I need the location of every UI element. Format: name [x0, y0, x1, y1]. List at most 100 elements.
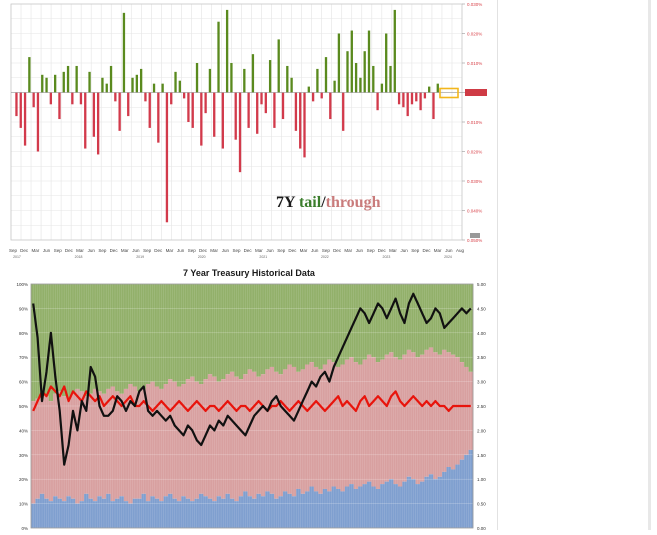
- area-segment-blue: [207, 498, 213, 528]
- area-segment-blue: [198, 493, 204, 528]
- bar: [299, 92, 302, 149]
- area-segment-blue: [419, 481, 425, 528]
- bar: [96, 92, 100, 155]
- area-segment-blue: [123, 501, 129, 528]
- area-segment-blue: [278, 496, 284, 528]
- year-label: 2018: [75, 255, 83, 259]
- bar: [144, 92, 147, 102]
- area-segment-blue: [362, 484, 368, 528]
- bar: [337, 33, 341, 93]
- area-segment-blue: [31, 503, 36, 528]
- area-segment-blue: [203, 496, 209, 528]
- bar: [376, 92, 379, 111]
- area-segment-blue: [221, 498, 226, 528]
- y-tick-label: 0.030%: [467, 179, 482, 184]
- area-segment-pink: [238, 379, 244, 497]
- area-segment-green: [128, 284, 133, 385]
- area-segment-green: [190, 284, 195, 377]
- area-segment-green: [331, 284, 337, 363]
- right-tick-label: 3.50: [477, 355, 486, 360]
- area-segment-blue: [137, 498, 142, 528]
- x-tick-label: Sep: [411, 248, 420, 253]
- area-segment-green: [384, 284, 390, 355]
- area-segment-green: [163, 284, 169, 385]
- year-label: 2017: [13, 255, 21, 259]
- area-segment-blue: [141, 493, 147, 528]
- area-segment-pink: [212, 376, 217, 502]
- bar: [419, 92, 422, 111]
- area-segment-blue: [75, 503, 80, 528]
- bar: [389, 65, 392, 93]
- area-segment-pink: [221, 379, 226, 499]
- area-segment-green: [344, 284, 350, 360]
- area-segment-blue: [349, 484, 354, 528]
- bar: [182, 92, 186, 99]
- right-tick-label: 4.50: [477, 306, 486, 311]
- area-segment-pink: [278, 374, 284, 497]
- y-tick-label: 0.030%: [467, 2, 482, 7]
- area-segment-pink: [397, 359, 403, 487]
- x-tick-label: Jun: [445, 248, 453, 253]
- area-segment-green: [291, 284, 297, 367]
- area-segment-pink: [31, 401, 36, 504]
- area-segment-pink: [335, 366, 341, 489]
- bar: [114, 92, 117, 102]
- area-segment-pink: [207, 374, 213, 499]
- bar: [23, 92, 27, 146]
- area-segment-pink: [256, 376, 262, 494]
- x-tick-label: Mar: [434, 248, 442, 253]
- area-segment-green: [198, 284, 204, 385]
- bar: [303, 92, 306, 158]
- bar: [135, 74, 138, 93]
- area-segment-pink: [300, 369, 306, 494]
- area-segment-green: [296, 284, 301, 372]
- area-segment-pink: [137, 391, 142, 499]
- scrollbar[interactable]: [648, 0, 651, 530]
- area-segment-pink: [450, 354, 456, 470]
- bar: [372, 65, 375, 93]
- area-segment-green: [247, 284, 253, 370]
- area-segment-pink: [468, 371, 474, 450]
- bar: [152, 83, 156, 93]
- area-segment-blue: [106, 493, 111, 528]
- left-tick-label: 100%: [16, 282, 28, 287]
- area-segment-green: [411, 284, 416, 353]
- area-segment-green: [433, 284, 438, 353]
- area-segment-green: [459, 284, 465, 363]
- bar: [385, 33, 388, 93]
- area-segment-pink: [327, 359, 332, 492]
- area-segment-green: [309, 284, 315, 363]
- area-segment-green: [176, 284, 182, 387]
- bar: [88, 71, 91, 93]
- y-tick-label: 0.010%: [467, 61, 482, 66]
- area-segment-green: [455, 284, 461, 358]
- area-segment-blue: [168, 493, 173, 528]
- area-segment-blue: [79, 501, 85, 528]
- area-segment-blue: [313, 491, 319, 528]
- bar: [109, 65, 113, 93]
- area-segment-pink: [433, 352, 438, 480]
- area-segment-blue: [243, 491, 248, 528]
- area-segment-blue: [437, 476, 443, 528]
- area-segment-green: [243, 284, 248, 375]
- area-segment-green: [114, 284, 120, 392]
- area-segment-blue: [287, 493, 293, 528]
- chart-title: 7 Year Treasury Historical Data: [183, 268, 316, 278]
- legend-swatch: [470, 233, 480, 238]
- bar: [101, 77, 104, 93]
- area-segment-pink: [459, 362, 465, 460]
- area-segment-pink: [384, 354, 390, 482]
- area-segment-blue: [185, 498, 191, 528]
- area-segment-green: [57, 284, 63, 392]
- area-segment-green: [145, 284, 151, 385]
- bar: [402, 92, 405, 108]
- area-segment-blue: [39, 493, 45, 528]
- area-segment-green: [79, 284, 85, 392]
- area-segment-pink: [309, 362, 315, 487]
- area-segment-green: [375, 284, 381, 363]
- area-segment-pink: [428, 347, 434, 475]
- x-tick-label: Sep: [188, 248, 197, 253]
- year-label: 2020: [198, 255, 206, 259]
- x-tick-label: Mar: [389, 248, 397, 253]
- area-segment-green: [313, 284, 319, 367]
